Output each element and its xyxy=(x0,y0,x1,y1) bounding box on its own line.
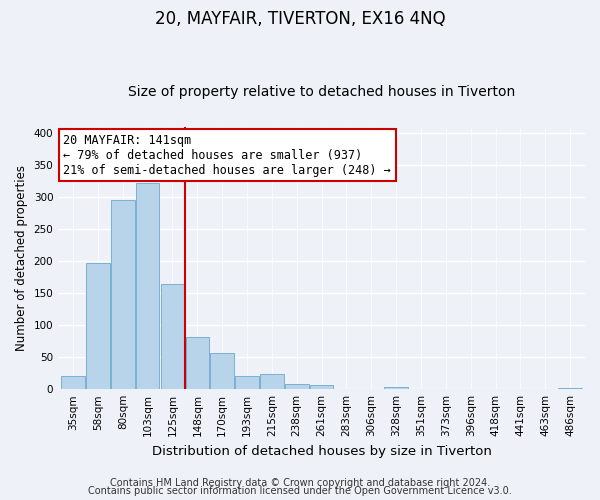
Bar xyxy=(185,337,209,389)
Bar xyxy=(235,376,259,389)
Bar xyxy=(310,386,334,389)
Bar xyxy=(285,384,308,389)
Bar xyxy=(111,200,134,389)
Bar xyxy=(161,284,184,389)
Bar xyxy=(136,184,160,389)
Text: 20, MAYFAIR, TIVERTON, EX16 4NQ: 20, MAYFAIR, TIVERTON, EX16 4NQ xyxy=(155,10,445,28)
Title: Size of property relative to detached houses in Tiverton: Size of property relative to detached ho… xyxy=(128,86,515,100)
Text: Contains HM Land Registry data © Crown copyright and database right 2024.: Contains HM Land Registry data © Crown c… xyxy=(110,478,490,488)
Bar xyxy=(86,263,110,389)
Bar xyxy=(211,352,234,389)
Bar xyxy=(260,374,284,389)
Text: 20 MAYFAIR: 141sqm
← 79% of detached houses are smaller (937)
21% of semi-detach: 20 MAYFAIR: 141sqm ← 79% of detached hou… xyxy=(64,134,391,176)
Bar xyxy=(558,388,582,389)
Bar xyxy=(385,386,408,389)
Y-axis label: Number of detached properties: Number of detached properties xyxy=(15,165,28,351)
Text: Contains public sector information licensed under the Open Government Licence v3: Contains public sector information licen… xyxy=(88,486,512,496)
X-axis label: Distribution of detached houses by size in Tiverton: Distribution of detached houses by size … xyxy=(152,444,491,458)
Bar xyxy=(61,376,85,389)
